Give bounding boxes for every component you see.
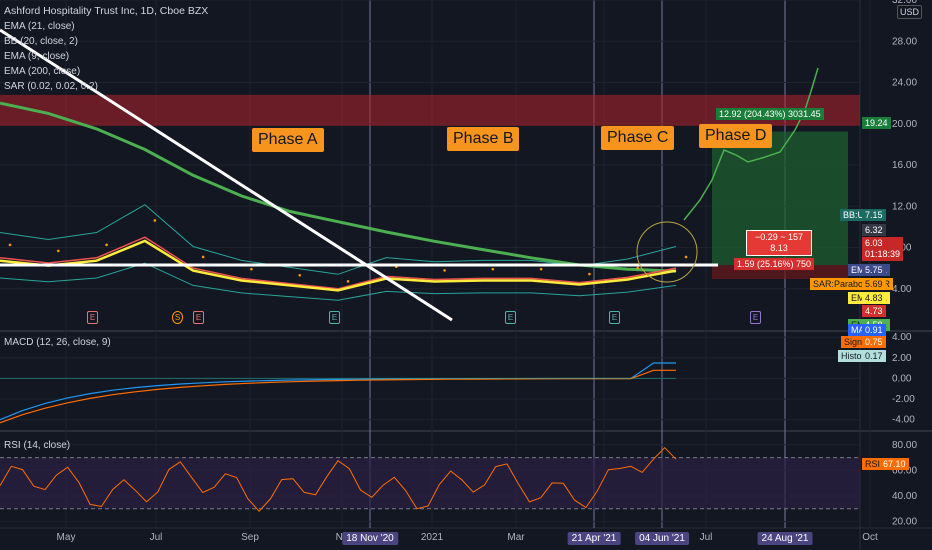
sar-dot	[298, 273, 302, 277]
tag-bb-upper: 7.15	[862, 209, 886, 221]
tag-last-price: 6.03	[865, 238, 883, 248]
rsi-line	[0, 446, 677, 512]
tag-red: 4.73	[862, 305, 886, 317]
sar-dot	[8, 243, 12, 247]
x-tick-label: 18 Nov '20	[342, 532, 398, 545]
projection-current-line1: −0.29 ~ 157	[754, 232, 804, 242]
legend-rsi[interactable]: RSI (14, close)	[4, 440, 71, 451]
chart-title: Ashford Hospitality Trust Inc, 1D, Cboe …	[4, 5, 209, 17]
ema200-line	[0, 101, 677, 273]
projection-down-label: 1.59 (25.16%) 750	[734, 258, 815, 270]
sar-dot	[56, 249, 60, 253]
x-tick-label: May	[56, 532, 76, 543]
y-tick-label: -4.00	[892, 415, 915, 426]
legend-ema21[interactable]: EMA (21, close)	[4, 21, 75, 32]
earnings-badge[interactable]: E	[329, 311, 340, 324]
sar-dot	[539, 267, 543, 271]
currency-badge[interactable]: USD	[896, 5, 922, 19]
y-tick-label: 40.00	[892, 491, 917, 502]
y-tick-label: 28.00	[892, 36, 917, 47]
earnings-badge[interactable]: E	[609, 311, 620, 324]
x-tick-label: 04 Jun '21	[635, 532, 689, 545]
tag-ema-ma: 5.75	[862, 264, 886, 276]
x-tick-label: 2021	[420, 532, 444, 543]
y-tick-label: 0.00	[892, 373, 912, 384]
y-tick-label: 60.00	[892, 465, 917, 476]
x-tick-label: Sep	[241, 532, 259, 543]
projection-up-label: 12.92 (204.43%) 3031.45	[716, 108, 824, 120]
projection-path	[683, 67, 819, 221]
y-tick-label: 24.00	[892, 78, 917, 89]
y-tick-label: 80.00	[892, 440, 917, 451]
y-axis: 32.0028.0024.0020.0016.0012.008.004.004.…	[892, 0, 917, 528]
sar-dot	[491, 267, 495, 271]
sar-dot	[443, 269, 446, 272]
tag-ema-ma2: 4.83	[862, 292, 886, 304]
legend-bb[interactable]: BB (20, close, 2)	[4, 36, 78, 47]
tag-target: 19.24	[862, 117, 891, 129]
sar-dot	[153, 219, 157, 222]
sar-dot	[201, 255, 205, 259]
phase-a-label: Phase A	[252, 128, 324, 152]
y-tick-label: 16.00	[892, 160, 917, 171]
tag-rsi-label: RSI	[862, 458, 884, 470]
y-tick-label: 12.00	[892, 201, 917, 212]
indicator-legend: Ashford Hospitality Trust Inc, 1D, Cboe …	[4, 4, 208, 94]
sar-dot	[684, 255, 688, 259]
zones	[0, 94, 860, 510]
y-tick-label: 4.00	[892, 284, 912, 295]
legend-macd[interactable]: MACD (12, 26, close, 9)	[4, 337, 111, 348]
breakout-circle	[636, 221, 698, 283]
legend-sar[interactable]: SAR (0.02, 0.02, 0.2)	[4, 81, 98, 92]
x-tick-label: No	[336, 532, 349, 543]
x-tick-label: Jul	[699, 532, 713, 543]
tag-macd: 0.91	[862, 324, 886, 336]
bb-lower-line	[0, 262, 677, 301]
phase-d-label: Phase D	[699, 124, 773, 148]
series	[0, 28, 819, 512]
y-tick-label: 32.00	[892, 0, 917, 6]
x-tick-label: 24 Aug '21	[757, 532, 813, 545]
tag-sar: 5.69	[862, 278, 886, 290]
y-tick-label: -2.00	[892, 394, 915, 405]
tag-signal: 0.75	[862, 336, 886, 348]
earnings-badge[interactable]: E	[505, 311, 516, 324]
x-tick-label: Oct	[862, 532, 878, 543]
sar-dot	[346, 280, 350, 283]
x-tick-label: Jul	[149, 532, 163, 543]
macd-line	[0, 362, 676, 421]
earnings-badge[interactable]: E	[750, 311, 761, 324]
price-line	[0, 236, 677, 290]
sar-dot	[588, 272, 591, 276]
ema9-line	[0, 239, 677, 292]
tag-histogram: 0.17	[862, 350, 886, 362]
earnings-badge[interactable]: E	[87, 311, 98, 324]
tag-last: 6.03 01:18:39	[862, 237, 904, 261]
tag-countdown: 01:18:39	[865, 249, 901, 259]
x-tick-label: 21 Apr '21	[567, 532, 621, 545]
projection-current-box: −0.29 ~ 157 8.13	[746, 230, 812, 256]
split-badge[interactable]: S	[172, 311, 183, 324]
legend-ema9[interactable]: EMA (9, close)	[4, 51, 70, 62]
tag-rsi: 67.10	[880, 458, 909, 470]
sar-dot	[250, 267, 253, 271]
y-tick-label: 20.00	[892, 517, 917, 528]
legend-ema200[interactable]: EMA (200, close)	[4, 66, 81, 77]
phase-b-label: Phase B	[447, 127, 520, 151]
y-tick-label: 4.00	[892, 332, 912, 343]
sar-dot	[636, 266, 640, 270]
y-tick-label: 20.00	[892, 119, 917, 130]
projection-current-line2: 8.13	[770, 243, 788, 253]
phase-c-label: Phase C	[601, 126, 675, 150]
tag-mid: 6.32	[862, 224, 886, 236]
earnings-badge[interactable]: E	[193, 311, 204, 324]
sar-dot	[105, 243, 108, 247]
rsi-band	[0, 457, 860, 509]
trend-line	[0, 28, 453, 322]
y-tick-label: 2.00	[892, 353, 912, 364]
x-tick-label: Mar	[507, 532, 525, 543]
